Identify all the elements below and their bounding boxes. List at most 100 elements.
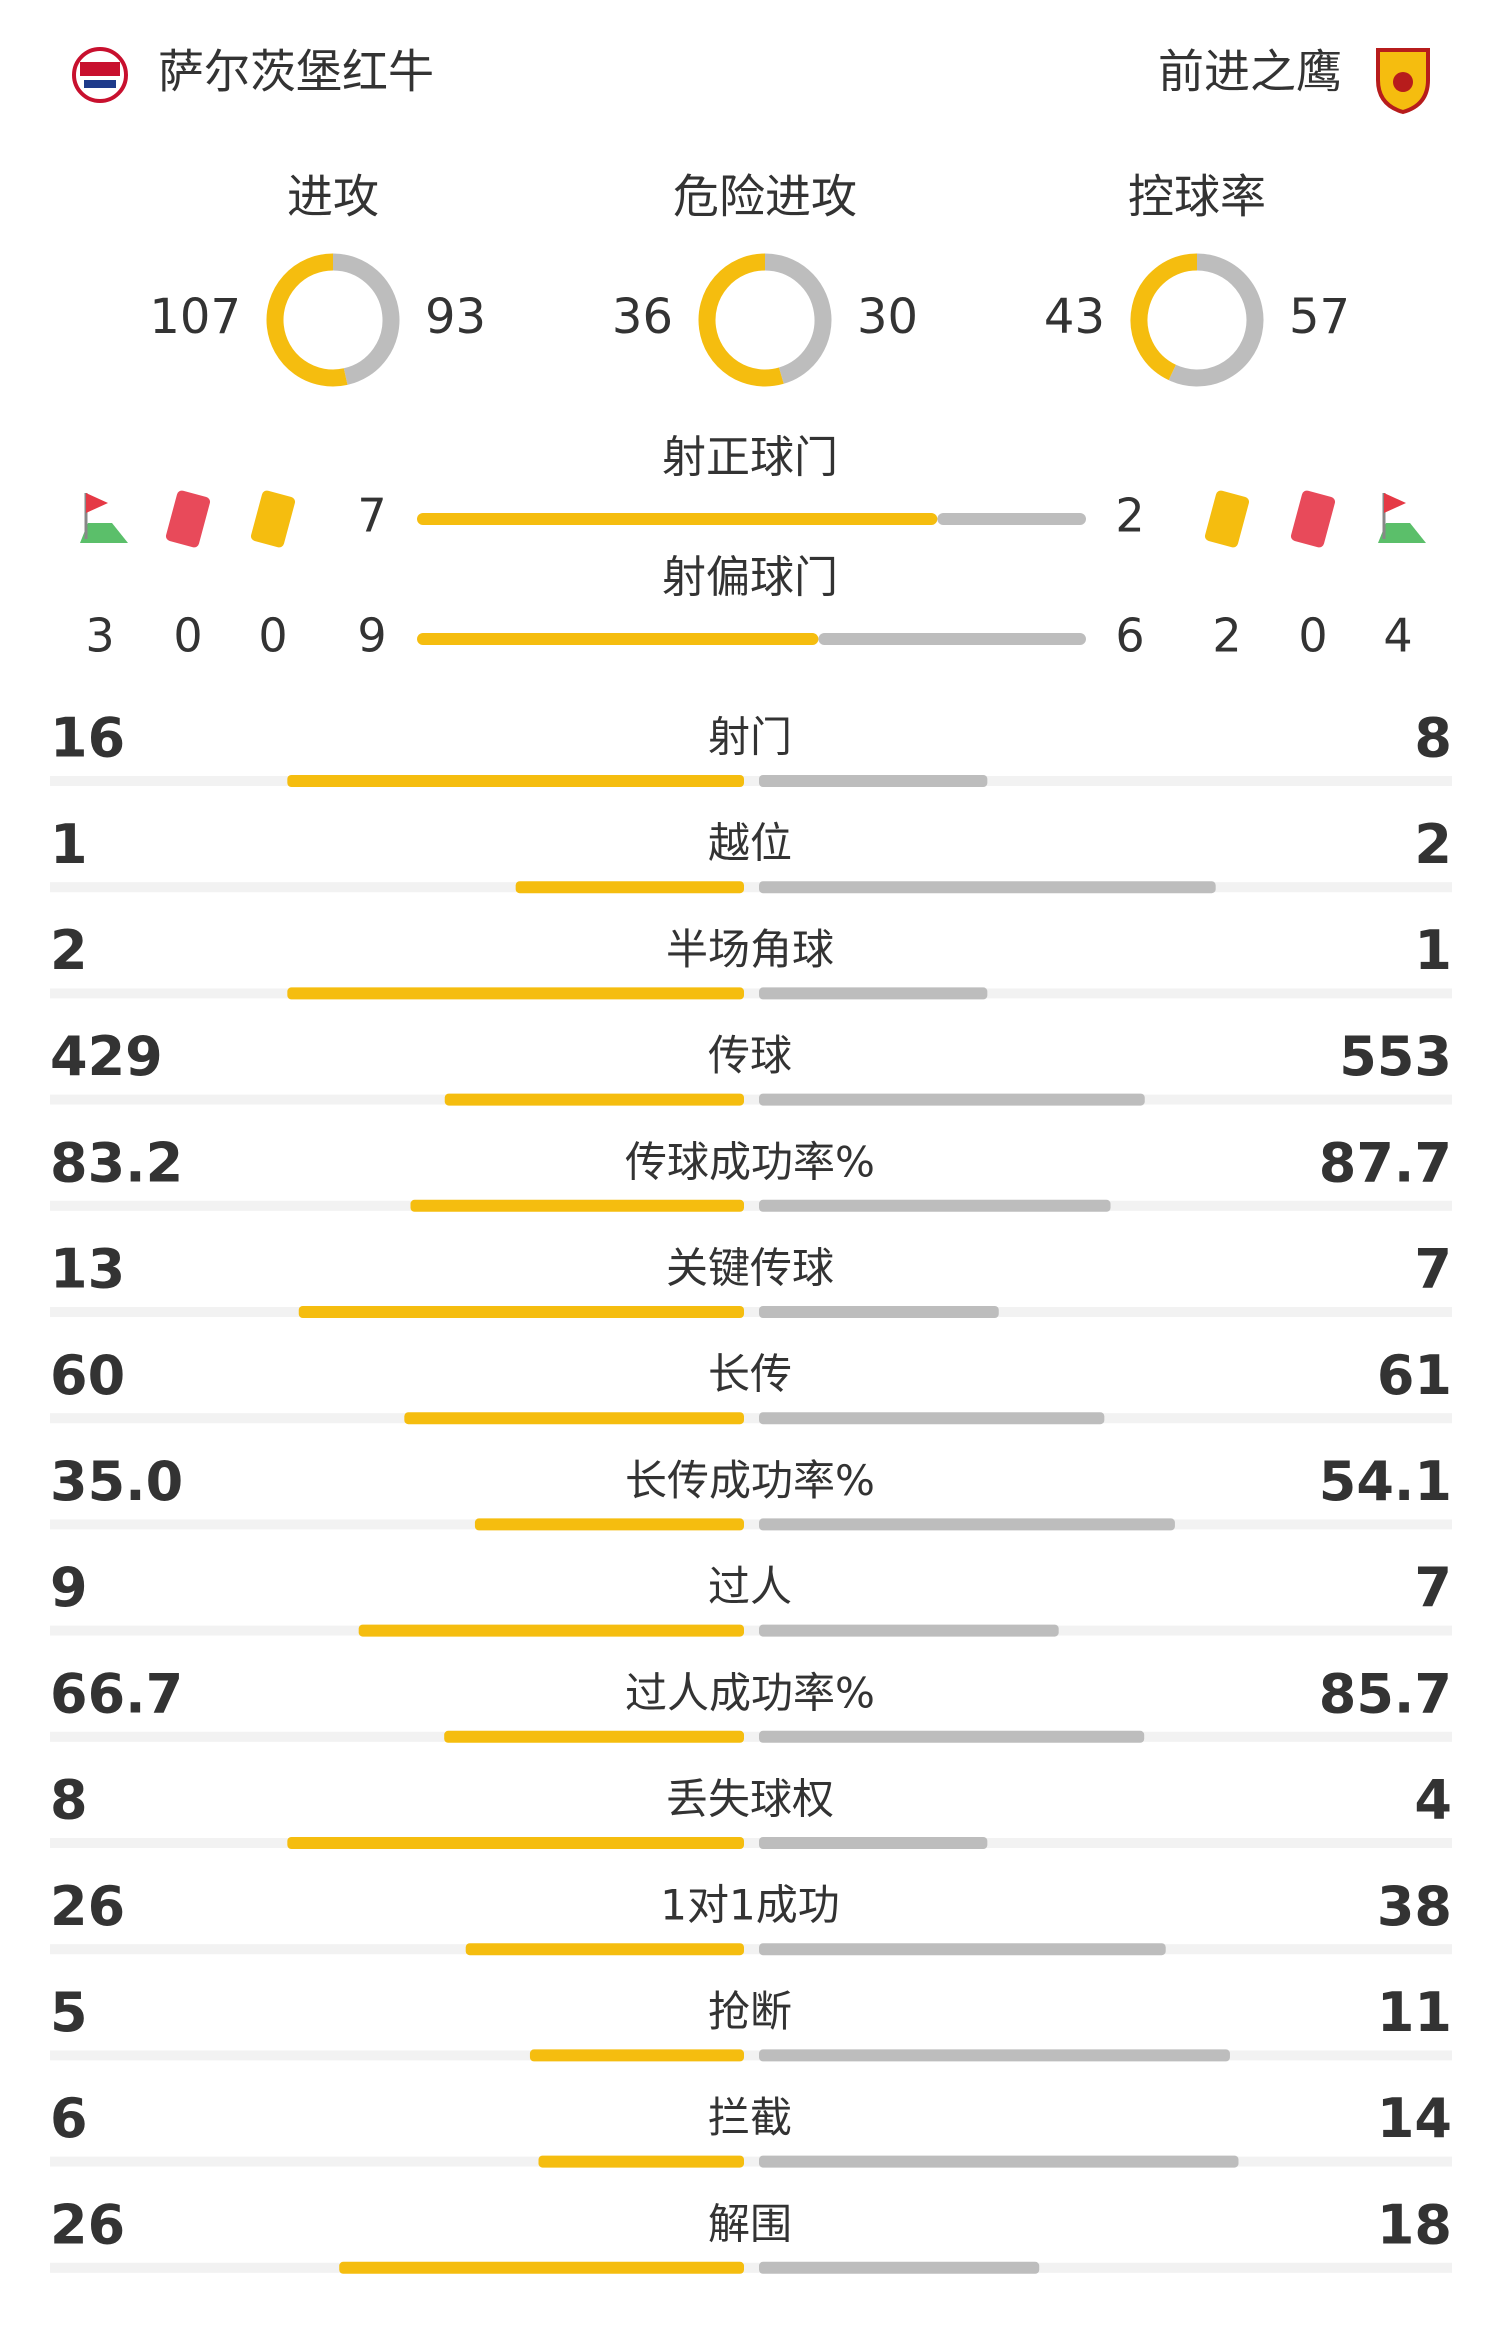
home-name: 萨尔茨堡红牛 — [158, 45, 434, 99]
stat-label: 1对1成功 — [660, 1881, 839, 1930]
home-bar — [529, 2049, 744, 2062]
stat-label: 过人成功率% — [625, 1668, 875, 1717]
bar-track — [50, 1731, 1452, 1742]
away-bar — [759, 2261, 1040, 2274]
away-value: 30 — [857, 289, 918, 345]
away-value: 11 — [1377, 1981, 1452, 2044]
away-bar — [937, 513, 1086, 525]
stat-label: 拦截 — [708, 2093, 792, 2142]
home-bar — [465, 1943, 744, 1956]
away-value: 4 — [1414, 1769, 1452, 1832]
home-value: 5 — [50, 1981, 88, 2044]
home-value: 60 — [50, 1344, 125, 1407]
away-value: 61 — [1377, 1344, 1452, 1407]
home-bar — [410, 1199, 744, 1212]
stat-label: 射门 — [708, 713, 792, 762]
card-count: 0 — [1298, 609, 1327, 663]
yellow-card-icon — [250, 490, 296, 548]
away-value: 6 — [1115, 609, 1144, 663]
away-bar — [759, 881, 1216, 894]
home-bar — [287, 1837, 744, 1849]
away-bar — [759, 775, 988, 787]
home-value: 7 — [357, 489, 386, 543]
stat-label: 传球 — [708, 1031, 792, 1080]
home-value: 16 — [50, 707, 125, 770]
away-value: 1 — [1414, 919, 1452, 982]
home-value: 26 — [50, 2193, 125, 2256]
stat-label: 抢断 — [708, 1987, 792, 2036]
away-value: 14 — [1377, 2087, 1452, 2150]
home-bar — [358, 1624, 744, 1637]
shot-label: 射偏球门 — [662, 552, 838, 603]
home-logo — [72, 47, 128, 103]
home-value: 43 — [1044, 289, 1105, 345]
shot-label: 射正球门 — [662, 432, 838, 483]
home-value: 9 — [50, 1556, 88, 1619]
donut-label: 控球率 — [1128, 170, 1266, 224]
home-value: 26 — [50, 1875, 125, 1938]
away-bar — [759, 1624, 1059, 1637]
home-bar — [339, 2261, 744, 2274]
card-count: 0 — [258, 609, 287, 663]
home-value: 13 — [50, 1238, 125, 1301]
bar-track — [50, 1625, 1452, 1636]
stat-label: 半场角球 — [666, 925, 834, 974]
away-logo — [1376, 48, 1430, 115]
away-value: 2 — [1414, 813, 1452, 876]
bar-track — [50, 1413, 1452, 1424]
bar-track — [50, 988, 1452, 999]
card-count: 0 — [173, 609, 202, 663]
home-bar — [417, 513, 938, 525]
home-arc — [266, 253, 348, 387]
home-bar — [287, 987, 744, 1000]
home-arc — [1130, 253, 1198, 381]
home-value: 66.7 — [50, 1662, 183, 1725]
away-bar — [759, 1412, 1105, 1425]
card-count: 4 — [1383, 609, 1412, 663]
home-bar — [515, 881, 744, 894]
bar-track — [50, 2050, 1452, 2061]
red-card-icon — [1290, 490, 1336, 548]
yellow-card-icon — [1204, 490, 1250, 548]
away-name: 前进之鹰 — [1158, 45, 1342, 99]
away-value: 38 — [1377, 1875, 1452, 1938]
home-bar — [404, 1412, 744, 1425]
card-count: 3 — [85, 609, 114, 663]
away-value: 57 — [1289, 289, 1350, 345]
home-bar — [298, 1306, 744, 1318]
home-value: 2 — [50, 919, 88, 982]
away-bar — [759, 1837, 988, 1849]
home-arc — [698, 253, 784, 387]
home-value: 9 — [357, 609, 386, 663]
bar-track — [50, 776, 1452, 786]
away-value: 54.1 — [1319, 1450, 1452, 1513]
away-bar — [759, 1199, 1111, 1212]
home-value: 83.2 — [50, 1131, 183, 1194]
away-value: 2 — [1115, 489, 1144, 543]
home-bar — [474, 1518, 744, 1531]
home-value: 6 — [50, 2087, 88, 2150]
stat-label: 越位 — [708, 819, 792, 868]
away-arc — [332, 253, 400, 385]
away-bar — [759, 2155, 1239, 2168]
away-bar — [759, 1093, 1145, 1106]
bar-track — [50, 2262, 1452, 2273]
corner-flag-icon — [1378, 493, 1426, 543]
away-value: 93 — [425, 289, 486, 345]
away-value: 18 — [1377, 2193, 1452, 2256]
card-count: 2 — [1212, 609, 1241, 663]
stat-label: 解围 — [708, 2199, 792, 2248]
home-value: 107 — [149, 289, 241, 345]
home-bar — [417, 633, 819, 645]
home-value: 36 — [612, 289, 673, 345]
stat-label: 传球成功率% — [625, 1137, 875, 1186]
stat-label: 关键传球 — [666, 1244, 834, 1293]
away-bar — [759, 987, 988, 1000]
home-bar — [444, 1093, 744, 1106]
away-value: 7 — [1414, 1238, 1452, 1301]
bar-track — [50, 1519, 1452, 1530]
home-value: 35.0 — [50, 1450, 183, 1513]
corner-flag-icon — [80, 493, 128, 543]
stat-label: 长传 — [708, 1350, 792, 1399]
